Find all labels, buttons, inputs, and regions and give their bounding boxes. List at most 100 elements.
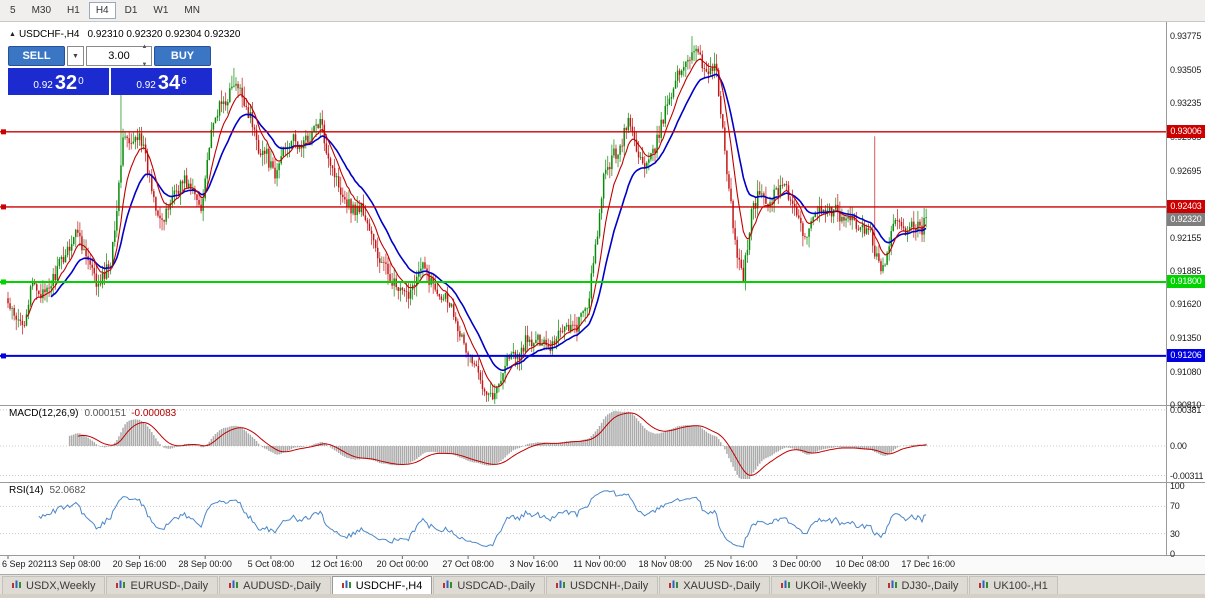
price-tick-label: 0.91620 <box>1170 299 1202 310</box>
chart-title: ▲ USDCHF-,H4 0.92310 0.92320 0.92304 0.923… <box>9 29 240 40</box>
price-tick-label: 0.91350 <box>1170 333 1202 343</box>
sell-price-base: 0.92 <box>33 80 53 91</box>
macd-name: MACD(12,26,9) <box>9 408 79 419</box>
chart-tab-label: USDCHF-,H4 <box>355 579 423 592</box>
chart-tab-ukoil-weekly[interactable]: UKOil-,Weekly <box>771 576 877 594</box>
price-line-tag[interactable]: 0.93006 <box>1167 125 1205 139</box>
chart-tab-usdchf-h4[interactable]: USDCHF-,H4 <box>331 576 433 594</box>
timeframe-button-m30[interactable]: M30 <box>31 5 52 16</box>
buy-price-base: 0.92 <box>136 80 156 91</box>
time-axis-label: 11 Nov 00:00 <box>573 559 626 569</box>
timeframe-button-w1[interactable]: W1 <box>153 5 169 16</box>
chart-tab-icon <box>555 579 570 592</box>
timeframe-button-5[interactable]: 5 <box>10 5 16 16</box>
time-axis-label: 20 Sep 16:00 <box>112 559 167 569</box>
chart-tab-label: UKOil-,Weekly <box>795 579 867 592</box>
price-tick-label: 0.93505 <box>1170 64 1202 75</box>
chart-title-symbol: USDCHF-,H4 <box>18 29 80 40</box>
time-axis-label: 27 Oct 08:00 <box>442 559 494 569</box>
current-price-tag: 0.92320 <box>1167 212 1205 226</box>
sell-price-display[interactable]: 0.92 32 0 <box>8 68 109 95</box>
time-axis-label: 20 Oct 00:00 <box>376 559 429 569</box>
status-bar <box>0 594 1205 598</box>
price-line-tag[interactable]: 0.92403 <box>1167 200 1205 214</box>
chart-tab-label: XAUUSD-,Daily <box>683 579 761 592</box>
time-axis-label: 25 Nov 16:00 <box>704 559 758 569</box>
chart-tab-icon <box>341 579 356 592</box>
chart-tab-icon <box>12 579 26 592</box>
rsi-axis-label: 100 <box>1170 481 1185 491</box>
chart-tab-audusd-daily[interactable]: AUDUSD-,Daily <box>219 576 331 594</box>
rsi-value: 52.0682 <box>49 485 86 496</box>
chart-tab-xauusd-daily[interactable]: XAUUSD-,Daily <box>659 576 771 594</box>
macd-label: MACD(12,26,9) 0.000151 -0.000083 <box>9 408 176 419</box>
sell-price-big: 32 <box>54 72 78 94</box>
rsi-axis-label: 0 <box>1170 549 1175 559</box>
macd-axis-label: 0.00381 <box>1170 404 1202 415</box>
chart-tab-icon <box>979 579 993 592</box>
price-tick-label: 0.91080 <box>1170 366 1202 377</box>
buy-button[interactable]: BUY <box>154 46 211 66</box>
timeframe-button-d1[interactable]: D1 <box>124 5 138 16</box>
sell-price-pipette: 0 <box>78 76 84 87</box>
time-axis-label: 6 Sep 2021 <box>2 559 49 569</box>
chart-tab-usdx-weekly[interactable]: USDX,Weekly <box>2 576 106 594</box>
price-tick-label: 0.92695 <box>1170 165 1202 176</box>
buy-price-display[interactable]: 0.92 34 6 <box>111 68 212 95</box>
time-axis-label: 18 Nov 08:00 <box>638 559 693 569</box>
chart-tab-icon <box>669 579 683 592</box>
chart-tab-uk100-h1[interactable]: UK100-,H1 <box>969 576 1058 594</box>
chart-tab-usdcad-daily[interactable]: USDCAD-,Daily <box>433 576 545 594</box>
timeframe-button-mn[interactable]: MN <box>184 5 200 16</box>
chart-tab-bar: USDX,Weekly EURUSD-,Daily AUDUSD-,Daily USD… <box>0 574 1205 594</box>
chart-tab-eurusd-daily[interactable]: EURUSD-,Daily <box>106 576 219 594</box>
chart-tab-icon <box>116 579 130 592</box>
sell-button[interactable]: SELL <box>8 46 65 66</box>
chart-tab-icon <box>887 579 902 592</box>
chart-tab-label: UK100-,H1 <box>993 579 1048 592</box>
rsi-axis-label: 30 <box>1170 528 1180 539</box>
time-axis-label: 12 Oct 16:00 <box>310 559 363 569</box>
macd-signal-value: -0.000083 <box>131 408 177 419</box>
one-click-trading-panel: SELL ▼ 3.00 ▲ ▼ BUY 0.92 32 0 0.92 34 6 <box>8 44 214 95</box>
chart-tab-label: USDCNH-,Daily <box>569 579 649 592</box>
chart-tab-icon <box>781 579 795 592</box>
order-type-dropdown[interactable]: ▼ <box>67 46 84 66</box>
chart-tab-dj30-daily[interactable]: DJ30-,Daily <box>877 576 969 594</box>
chart-tab-label: AUDUSD-,Daily <box>243 579 321 592</box>
volume-stepper[interactable]: ▲ ▼ <box>141 44 148 68</box>
macd-axis-label: -0.00311 <box>1170 470 1204 481</box>
price-line-tag[interactable]: 0.91800 <box>1167 275 1205 289</box>
time-axis-label: 28 Sep 00:00 <box>178 559 232 569</box>
chart-tab-label: USDCAD-,Daily <box>457 579 535 592</box>
time-axis-label: 13 Sep 08:00 <box>46 559 101 569</box>
rsi-name: RSI(14) <box>9 485 44 496</box>
price-line-tag[interactable]: 0.91206 <box>1167 349 1205 363</box>
volume-value: 3.00 <box>108 50 130 62</box>
timeframe-button-h1[interactable]: H1 <box>67 5 80 16</box>
rsi-label: RSI(14) 52.0682 <box>9 485 86 496</box>
time-axis-label: 17 Dec 16:00 <box>901 559 955 569</box>
macd-main-value: 0.000151 <box>84 408 127 419</box>
volume-input[interactable]: 3.00 ▲ ▼ <box>86 44 152 68</box>
time-axis-label: 10 Dec 08:00 <box>835 559 890 569</box>
time-axis-label: 3 Dec 00:00 <box>772 559 822 569</box>
buy-price-big: 34 <box>157 72 181 94</box>
price-tick-label: 0.90810 <box>1170 400 1202 411</box>
chart-tab-usdcnh-daily[interactable]: USDCNH-,Daily <box>545 576 659 594</box>
price-tick-label: 0.93775 <box>1170 31 1202 42</box>
timeframe-button-h4[interactable]: H4 <box>88 2 116 19</box>
rsi-axis-label: 70 <box>1170 501 1180 512</box>
macd-axis-label: 0.00 <box>1170 441 1187 451</box>
chart-tab-label: DJ30-,Daily <box>901 579 959 592</box>
one-click-panel-toggle-icon[interactable]: ▲ <box>9 31 16 38</box>
price-tick-label: 0.93235 <box>1170 98 1202 109</box>
buy-price-pipette: 6 <box>181 76 187 87</box>
chart-tab-label: USDX,Weekly <box>26 579 96 592</box>
time-axis-label: 5 Oct 08:00 <box>247 559 295 569</box>
timeframe-toolbar: 5 M30 H1 H4 D1 W1 MN <box>0 0 1205 22</box>
price-tick-label: 0.91885 <box>1170 266 1202 277</box>
chart-tab-icon <box>443 579 457 592</box>
